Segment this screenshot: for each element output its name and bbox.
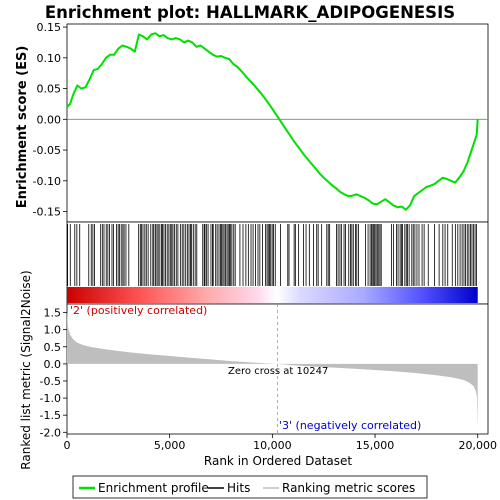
hits-panel xyxy=(66,221,489,305)
x-axis-label: Rank in Ordered Dataset xyxy=(204,454,352,468)
negatively-correlated-label: '3' (negatively correlated) xyxy=(279,419,421,432)
es-y-tick-label: 0.15 xyxy=(37,21,62,34)
legend-hits-label: Hits xyxy=(227,481,250,495)
positively-correlated-label: '2' (positively correlated) xyxy=(70,304,207,317)
es-y-ticks: 0.15 0.10 0.05 0.00 -0.05 -0.10 -0.15 xyxy=(33,21,67,219)
x-tick-label: 20,000 xyxy=(458,439,497,452)
chart-title: Enrichment plot: HALLMARK_ADIPOGENESIS xyxy=(45,3,455,22)
legend-enrichment-label: Enrichment profile xyxy=(98,481,209,495)
metric-y-ticks: 1.5 1.0 0.5 0.0 -0.5 -1.0 -1.5 -2.0 xyxy=(40,307,67,439)
metric-y-tick-label: 0.0 xyxy=(44,358,62,371)
x-axis-ticks: 0 5,000 10,000 15,000 20,000 xyxy=(64,434,497,452)
metric-y-tick-label: -1.0 xyxy=(40,392,61,405)
x-tick-label: 0 xyxy=(64,439,71,452)
es-y-tick-label: -0.15 xyxy=(33,206,61,219)
es-panel-frame xyxy=(66,23,489,223)
metric-y-tick-label: 1.0 xyxy=(44,324,62,337)
es-y-tick-label: -0.05 xyxy=(33,144,61,157)
x-tick-label: 10,000 xyxy=(253,439,292,452)
metric-y-axis-label: Ranked list metric (Signal2Noise) xyxy=(19,270,33,469)
legend-metric-label: Ranking metric scores xyxy=(282,481,415,495)
es-y-tick-label: 0.10 xyxy=(37,52,62,65)
metric-y-tick-label: -1.5 xyxy=(40,409,61,422)
x-tick-label: 15,000 xyxy=(356,439,395,452)
x-tick-label: 5,000 xyxy=(154,439,186,452)
es-y-tick-label: 0.05 xyxy=(37,83,62,96)
es-panel: 0.15 0.10 0.05 0.00 -0.05 -0.10 -0.15 Enrichme… xyxy=(15,21,489,223)
metric-y-tick-label: 1.5 xyxy=(44,307,62,320)
legend-box xyxy=(72,475,428,499)
metric-y-tick-label: 0.5 xyxy=(44,341,62,354)
es-y-tick-label: -0.10 xyxy=(33,175,61,188)
zero-cross-label: Zero cross at 10247 xyxy=(228,366,328,377)
metric-panel: 1.5 1.0 0.5 0.0 -0.5 -1.0 -1.5 -2.0 '2' (positi… xyxy=(19,270,489,470)
rank-heat-strip xyxy=(67,287,478,303)
es-series-line xyxy=(66,32,479,211)
es-y-axis-label: Enrichment score (ES) xyxy=(15,46,30,209)
hit-lines xyxy=(67,224,477,286)
metric-y-tick-label: -2.0 xyxy=(40,426,61,439)
metric-area xyxy=(67,310,478,429)
metric-y-tick-label: -0.5 xyxy=(40,375,61,388)
es-y-tick-label: 0.00 xyxy=(37,113,62,126)
legend: Enrichment profile Hits Ranking metric s… xyxy=(72,475,428,499)
